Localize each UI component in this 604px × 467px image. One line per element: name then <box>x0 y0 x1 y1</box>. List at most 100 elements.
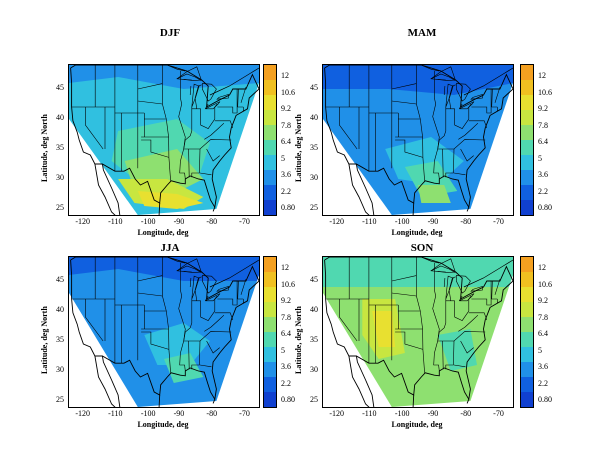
colorbar-label: 2.2 <box>281 378 291 388</box>
y-axis-label: Latitude, deg North <box>294 114 303 182</box>
field-map-svg <box>323 257 513 407</box>
coastline <box>348 163 375 215</box>
lake-outline <box>191 83 200 108</box>
state-boundary <box>437 299 486 342</box>
colorbar-segment <box>264 332 276 347</box>
coastline <box>158 394 161 407</box>
state-boundary <box>442 148 444 178</box>
x-tick-label: -70 <box>493 217 504 226</box>
state-boundary <box>237 280 244 300</box>
lake-outline <box>176 258 202 273</box>
colorbar-segment <box>521 185 533 200</box>
state-boundary <box>183 299 232 342</box>
state-boundary <box>199 172 212 176</box>
state-boundary <box>453 172 466 176</box>
colorbar-label: 3.6 <box>281 170 291 179</box>
us-outline <box>324 257 513 401</box>
map-plot <box>322 256 514 408</box>
coastline <box>466 207 470 212</box>
state-boundary <box>468 312 488 321</box>
colorbar-segment <box>521 95 533 110</box>
colorbar-label: 5 <box>281 153 285 163</box>
state-boundary <box>137 275 163 282</box>
state-boundary <box>391 83 417 90</box>
colorbar-label: 9.2 <box>281 104 291 113</box>
state-boundary <box>188 148 190 178</box>
x-tick-label: -100 <box>140 217 156 226</box>
state-boundary <box>468 120 488 129</box>
lake-outline <box>459 101 475 110</box>
x-tick-label: -120 <box>75 217 91 226</box>
us-outline <box>324 65 513 209</box>
colorbar-label: 6.4 <box>281 329 291 338</box>
y-tick-label: 30 <box>310 365 318 374</box>
coastline <box>167 65 186 72</box>
coastline <box>212 207 216 212</box>
colorbar <box>263 64 277 216</box>
colorbar-label: 3.6 <box>538 362 548 371</box>
lake-outline <box>205 293 221 302</box>
colorbar-segment <box>521 392 533 407</box>
coastline <box>158 202 161 215</box>
state-boundary <box>430 73 456 81</box>
colorbar-label: 6.4 <box>538 329 548 338</box>
colorbar-segment <box>521 65 533 80</box>
colorbar-label: 2.2 <box>538 378 548 388</box>
lake-outline <box>470 93 483 100</box>
state-boundary <box>194 276 202 301</box>
state-boundary <box>445 148 455 178</box>
state-boundary <box>448 276 456 301</box>
colorbar-label: 5 <box>538 345 542 355</box>
colorbar-segment <box>521 272 533 287</box>
x-tick-label: -110 <box>108 409 123 418</box>
state-boundary <box>494 279 501 295</box>
colorbar-segment <box>521 200 533 215</box>
x-tick-label: -80 <box>460 409 472 418</box>
x-axis-label: Longitude, deg <box>391 420 443 429</box>
state-boundary <box>191 148 201 178</box>
colorbar-segment <box>264 347 276 362</box>
colorbar-segment <box>521 317 533 332</box>
panel-title: SON <box>410 242 434 254</box>
y-tick-label: 35 <box>310 335 318 344</box>
state-boundary <box>443 85 446 96</box>
x-tick-label: -70 <box>239 217 250 226</box>
lake-outline <box>456 275 471 294</box>
x-tick-label: -120 <box>329 409 345 418</box>
colorbar-segment <box>264 287 276 302</box>
y-tick-label: 40 <box>56 305 64 314</box>
state-boundary <box>137 83 163 90</box>
y-tick-label: 40 <box>310 305 318 314</box>
state-boundary <box>200 107 216 129</box>
coastline <box>209 67 259 96</box>
state-boundary <box>217 89 238 114</box>
state-boundary <box>214 312 234 321</box>
state-boundary <box>454 299 470 321</box>
field-contour <box>437 329 477 371</box>
colorbar-segment <box>521 80 533 95</box>
field-contour <box>137 191 204 209</box>
colorbar-segment <box>521 332 533 347</box>
field-contour <box>144 323 210 365</box>
lake-outline <box>445 275 454 300</box>
colorbar-label: 0.80 <box>538 203 552 212</box>
colorbar-segment <box>521 362 533 377</box>
colorbar-label: 7.8 <box>281 120 291 130</box>
panel-title: MAM <box>407 27 437 39</box>
x-tick-label: -90 <box>427 217 439 226</box>
colorbar-label: 10.6 <box>281 279 295 289</box>
panel-title: DJF <box>159 27 181 39</box>
colorbar-segment <box>264 257 276 272</box>
colorbar-segment <box>521 377 533 392</box>
colorbar-segment <box>521 347 533 362</box>
map-plot <box>322 64 514 216</box>
y-tick-label: 35 <box>56 335 64 344</box>
x-tick-label: -70 <box>493 409 504 418</box>
colorbar-segment <box>264 272 276 287</box>
x-tick-label: -70 <box>239 409 250 418</box>
colorbar-segment <box>264 170 276 185</box>
state-boundary <box>205 295 209 301</box>
colorbar-label: 10.6 <box>538 87 552 97</box>
x-tick-label: -90 <box>173 217 185 226</box>
state-boundary <box>85 107 104 150</box>
